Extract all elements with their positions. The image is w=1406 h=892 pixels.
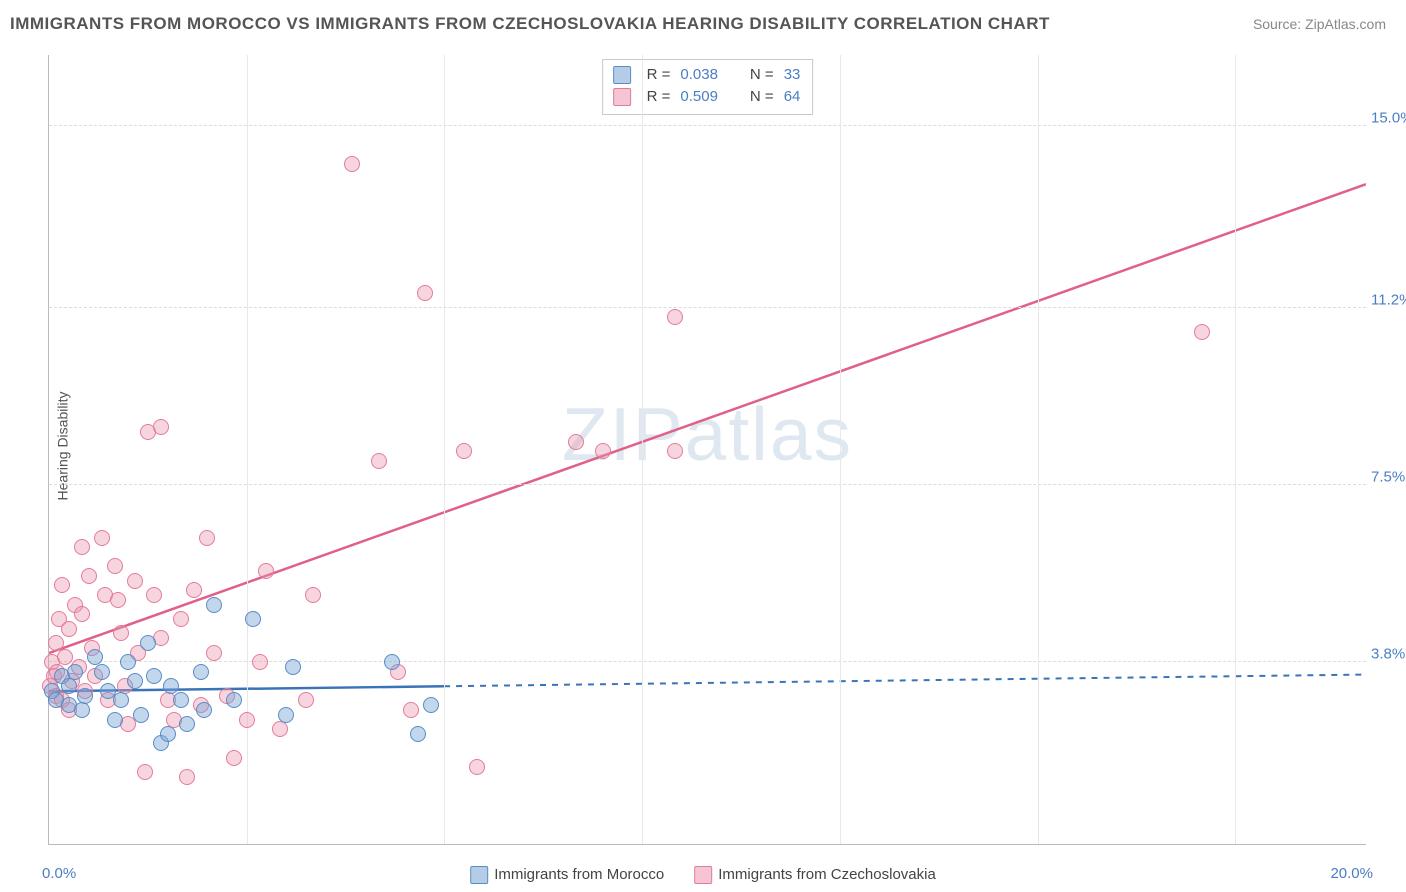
marker-czech bbox=[667, 443, 683, 459]
legend-n-label: N = bbox=[750, 86, 774, 108]
source-attribution: Source: ZipAtlas.com bbox=[1253, 16, 1386, 32]
marker-czech bbox=[48, 635, 64, 651]
legend-label: Immigrants from Morocco bbox=[494, 866, 664, 883]
marker-morocco bbox=[133, 707, 149, 723]
marker-czech bbox=[153, 419, 169, 435]
marker-morocco bbox=[245, 611, 261, 627]
marker-czech bbox=[137, 764, 153, 780]
marker-morocco bbox=[226, 692, 242, 708]
y-tick-label: 3.8% bbox=[1371, 646, 1406, 663]
marker-czech bbox=[305, 587, 321, 603]
marker-czech bbox=[179, 769, 195, 785]
watermark: ZIPatlas bbox=[562, 391, 853, 477]
marker-czech bbox=[595, 443, 611, 459]
marker-czech bbox=[127, 573, 143, 589]
marker-morocco bbox=[423, 697, 439, 713]
marker-czech bbox=[94, 530, 110, 546]
marker-morocco bbox=[113, 692, 129, 708]
marker-morocco bbox=[384, 654, 400, 670]
marker-czech bbox=[107, 558, 123, 574]
marker-czech bbox=[298, 692, 314, 708]
legend-row: R = 0.038 N = 33 bbox=[613, 64, 801, 86]
marker-czech bbox=[258, 563, 274, 579]
series-legend-item: Immigrants from Czechoslovakia bbox=[694, 866, 936, 884]
marker-czech bbox=[54, 577, 70, 593]
marker-morocco bbox=[410, 726, 426, 742]
legend-r-value: 0.038 bbox=[680, 64, 718, 86]
gridline-v bbox=[642, 55, 643, 844]
marker-czech bbox=[417, 285, 433, 301]
marker-morocco bbox=[285, 659, 301, 675]
marker-czech bbox=[61, 621, 77, 637]
chart-title: IMMIGRANTS FROM MOROCCO VS IMMIGRANTS FR… bbox=[10, 14, 1050, 34]
gridline-v bbox=[1235, 55, 1236, 844]
marker-czech bbox=[469, 759, 485, 775]
marker-czech bbox=[199, 530, 215, 546]
gridline-v bbox=[444, 55, 445, 844]
legend-swatch bbox=[613, 88, 631, 106]
marker-morocco bbox=[77, 688, 93, 704]
marker-czech bbox=[272, 721, 288, 737]
gridline-v bbox=[840, 55, 841, 844]
marker-czech bbox=[74, 606, 90, 622]
marker-morocco bbox=[120, 654, 136, 670]
marker-morocco bbox=[61, 678, 77, 694]
legend-r-value: 0.509 bbox=[680, 86, 718, 108]
marker-czech bbox=[1194, 324, 1210, 340]
y-tick-label: 11.2% bbox=[1371, 291, 1406, 308]
marker-czech bbox=[186, 582, 202, 598]
legend-label: Immigrants from Czechoslovakia bbox=[718, 866, 936, 883]
gridline-v bbox=[1038, 55, 1039, 844]
marker-morocco bbox=[163, 678, 179, 694]
marker-morocco bbox=[196, 702, 212, 718]
marker-czech bbox=[173, 611, 189, 627]
legend-r-label: R = bbox=[647, 64, 671, 86]
y-tick-label: 15.0% bbox=[1371, 109, 1406, 126]
marker-czech bbox=[371, 453, 387, 469]
marker-morocco bbox=[140, 635, 156, 651]
y-tick-label: 7.5% bbox=[1371, 468, 1406, 485]
marker-morocco bbox=[193, 664, 209, 680]
marker-morocco bbox=[94, 664, 110, 680]
marker-czech bbox=[239, 712, 255, 728]
marker-czech bbox=[456, 443, 472, 459]
legend-r-label: R = bbox=[647, 86, 671, 108]
marker-czech bbox=[110, 592, 126, 608]
marker-czech bbox=[226, 750, 242, 766]
marker-morocco bbox=[278, 707, 294, 723]
marker-morocco bbox=[173, 692, 189, 708]
correlation-legend: R = 0.038 N = 33 R = 0.509 N = 64 bbox=[602, 59, 814, 115]
marker-czech bbox=[568, 434, 584, 450]
marker-czech bbox=[403, 702, 419, 718]
legend-swatch bbox=[470, 866, 488, 884]
x-axis-max-label: 20.0% bbox=[1330, 865, 1373, 882]
legend-row: R = 0.509 N = 64 bbox=[613, 86, 801, 108]
series-legend-item: Immigrants from Morocco bbox=[470, 866, 664, 884]
marker-czech bbox=[146, 587, 162, 603]
legend-n-label: N = bbox=[750, 64, 774, 86]
marker-morocco bbox=[67, 664, 83, 680]
marker-morocco bbox=[74, 702, 90, 718]
marker-morocco bbox=[160, 726, 176, 742]
marker-morocco bbox=[107, 712, 123, 728]
marker-czech bbox=[344, 156, 360, 172]
legend-n-value: 64 bbox=[784, 86, 801, 108]
marker-czech bbox=[206, 645, 222, 661]
marker-morocco bbox=[179, 716, 195, 732]
marker-morocco bbox=[146, 668, 162, 684]
plot-area: ZIPatlas R =0.038N =33R =0.509N =64 3.8%… bbox=[48, 55, 1366, 845]
series-legend: Immigrants from Morocco Immigrants from C… bbox=[470, 866, 936, 884]
legend-swatch bbox=[613, 66, 631, 84]
legend-n-value: 33 bbox=[784, 64, 801, 86]
marker-czech bbox=[81, 568, 97, 584]
marker-czech bbox=[74, 539, 90, 555]
marker-morocco bbox=[127, 673, 143, 689]
x-axis-min-label: 0.0% bbox=[42, 865, 76, 882]
marker-czech bbox=[252, 654, 268, 670]
marker-czech bbox=[667, 309, 683, 325]
legend-swatch bbox=[694, 866, 712, 884]
marker-czech bbox=[113, 625, 129, 641]
marker-morocco bbox=[206, 597, 222, 613]
